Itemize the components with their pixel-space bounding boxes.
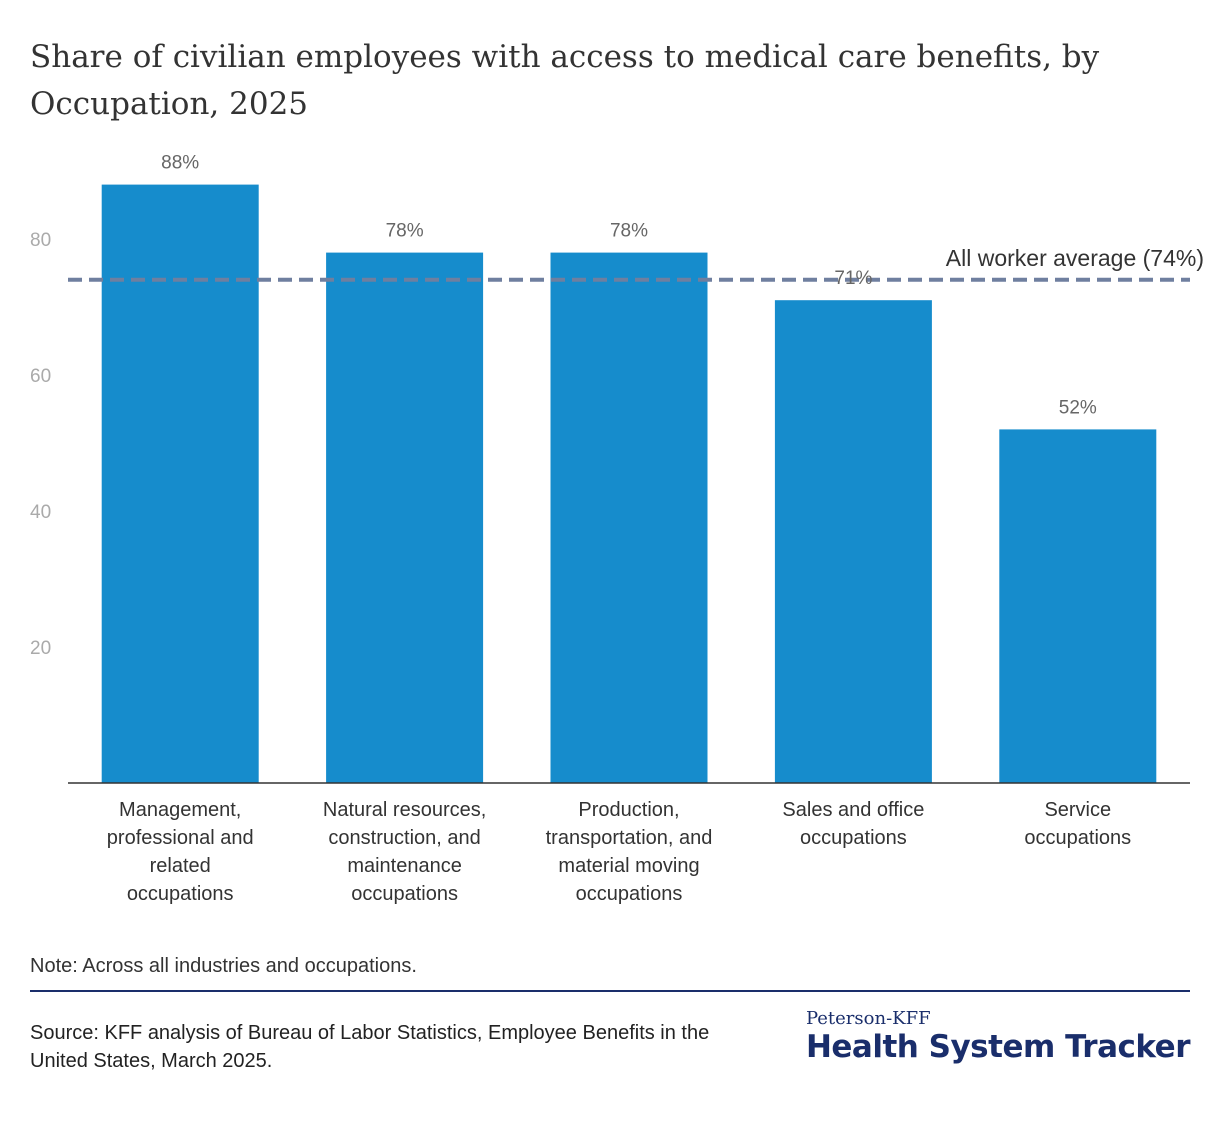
category-label: Sales and office xyxy=(782,799,924,821)
chart-source: Source: KFF analysis of Bureau of Labor … xyxy=(30,1022,710,1072)
data-labels: 88% 78% 78% 71% 52% xyxy=(161,153,1097,419)
data-label: 88% xyxy=(161,153,199,174)
chart-note: Note: Across all industries and occupati… xyxy=(30,955,417,977)
logo-peterson-kff: Peterson-KFF xyxy=(805,1008,931,1029)
category-label: maintenance xyxy=(347,855,462,877)
category-label: occupations xyxy=(1024,827,1131,849)
bar xyxy=(550,252,708,784)
data-label: 78% xyxy=(386,221,424,242)
logo: Peterson-KFF Health System Tracker xyxy=(805,1008,1191,1065)
logo-health-system-tracker: Health System Tracker xyxy=(805,1029,1191,1065)
bar xyxy=(999,429,1157,783)
chart-title: Share of civilian employees with access … xyxy=(30,39,1100,122)
category-label: occupations xyxy=(800,827,907,849)
category-label: Production, xyxy=(578,799,679,821)
y-tick-label: 60 xyxy=(30,366,51,387)
y-tick-label: 40 xyxy=(30,502,51,523)
category-label: transportation, and xyxy=(546,827,713,849)
category-label: occupations xyxy=(127,883,234,905)
category-label: professional and xyxy=(107,827,254,849)
category-labels: Management, professional and related occupa… xyxy=(107,799,1131,905)
data-label: 78% xyxy=(610,221,648,242)
category-label: Service xyxy=(1044,799,1111,821)
category-label: Management, xyxy=(119,799,241,821)
footer-divider xyxy=(30,990,1190,992)
category-label: construction, and xyxy=(328,827,480,849)
category-label: related xyxy=(150,855,211,877)
bar-chart: 20 40 60 80 All worker average (74%) 88% 78%… xyxy=(30,153,1204,905)
category-label: occupations xyxy=(576,883,683,905)
bar xyxy=(101,184,259,784)
bars xyxy=(101,184,1157,784)
y-axis-ticks: 20 40 60 80 xyxy=(30,230,51,659)
category-label: Natural resources, xyxy=(323,799,486,821)
data-label: 52% xyxy=(1059,397,1097,418)
data-label: 71% xyxy=(834,268,872,289)
category-label: occupations xyxy=(351,883,458,905)
category-label: material moving xyxy=(558,855,699,877)
average-label: All worker average (74%) xyxy=(946,245,1204,271)
bar xyxy=(326,252,484,784)
bar xyxy=(774,300,932,783)
y-tick-label: 20 xyxy=(30,638,51,659)
y-tick-label: 80 xyxy=(30,230,51,251)
